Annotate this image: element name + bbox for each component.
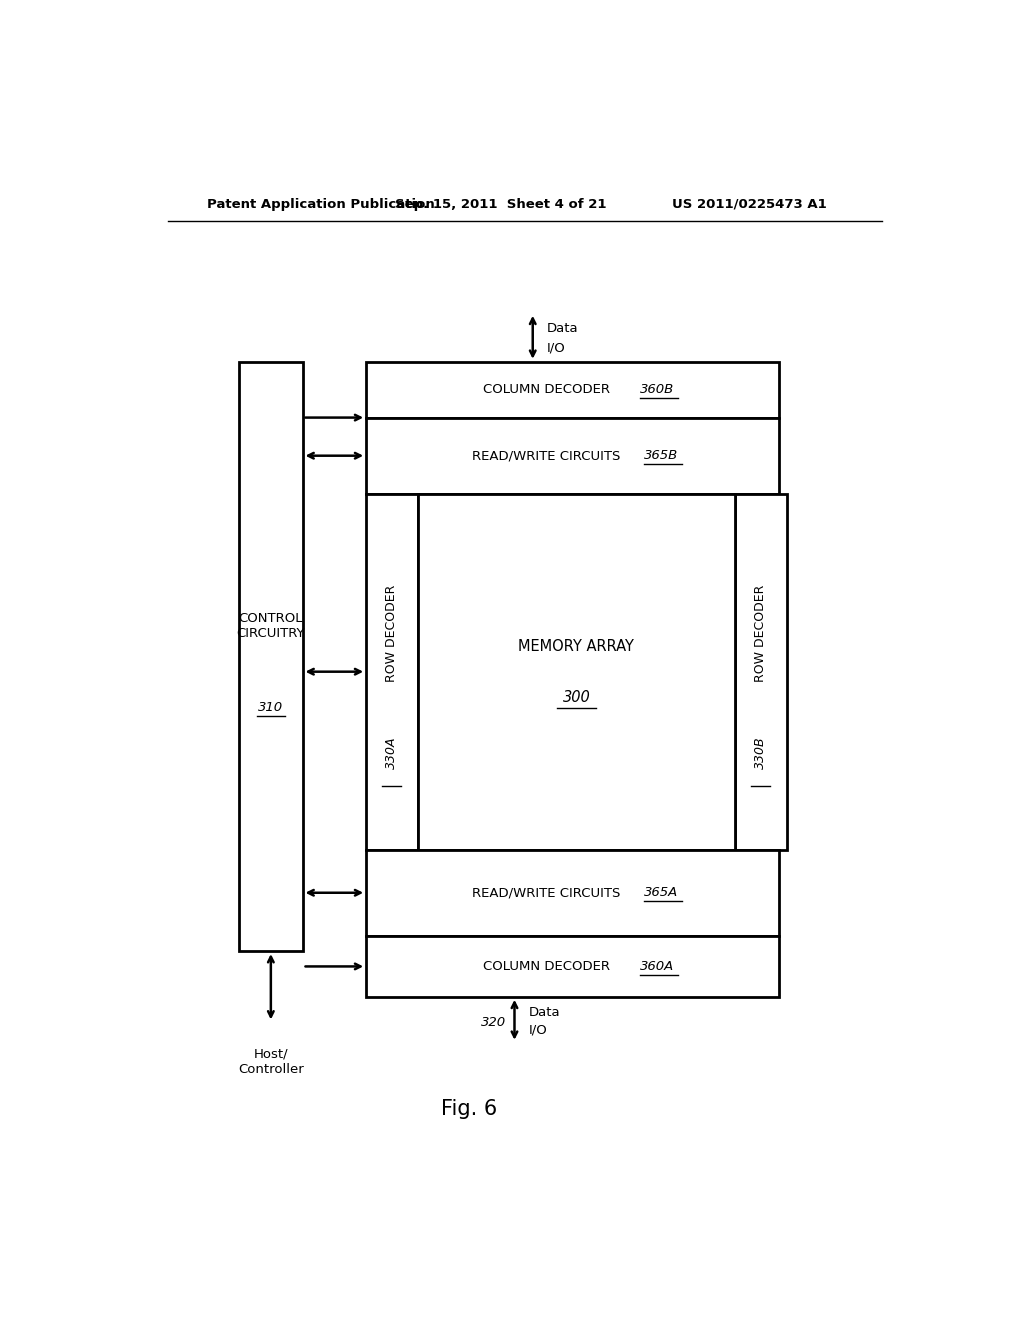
Bar (367, 417, 778, 494)
Text: COLUMN DECODER: COLUMN DECODER (483, 383, 614, 396)
Text: Sep. 15, 2011  Sheet 4 of 21: Sep. 15, 2011 Sheet 4 of 21 (395, 198, 607, 211)
Text: READ/WRITE CIRCUITS: READ/WRITE CIRCUITS (472, 886, 625, 899)
Text: ROW DECODER: ROW DECODER (755, 581, 767, 681)
Bar (735, 494, 786, 850)
Text: 330A: 330A (385, 737, 398, 770)
Text: Patent Application Publication: Patent Application Publication (207, 198, 435, 211)
Text: US 2011/0225473 A1: US 2011/0225473 A1 (672, 198, 826, 211)
Text: ROW DECODER: ROW DECODER (385, 581, 398, 681)
Text: MEMORY ARRAY: MEMORY ARRAY (518, 639, 634, 653)
Text: 330B: 330B (755, 737, 767, 770)
Text: CONTROL
CIRCUITRY: CONTROL CIRCUITRY (237, 612, 305, 640)
Text: 365B: 365B (644, 449, 678, 462)
Text: 310: 310 (258, 701, 284, 714)
Text: Data: Data (528, 1006, 560, 1019)
Text: I/O: I/O (547, 342, 566, 355)
Bar (240, 362, 303, 952)
Text: Host/
Controller: Host/ Controller (238, 1048, 304, 1076)
Text: I/O: I/O (528, 1024, 548, 1038)
Text: READ/WRITE CIRCUITS: READ/WRITE CIRCUITS (472, 449, 625, 462)
Text: Fig. 6: Fig. 6 (441, 1098, 498, 1119)
Text: COLUMN DECODER: COLUMN DECODER (483, 960, 614, 973)
Bar (367, 850, 778, 936)
Text: 365A: 365A (644, 886, 678, 899)
Bar (367, 494, 418, 850)
Bar (367, 362, 778, 417)
Text: 320: 320 (481, 1016, 507, 1028)
Bar (418, 494, 735, 850)
Text: 360A: 360A (640, 960, 674, 973)
Text: 360B: 360B (640, 383, 674, 396)
Bar (367, 936, 778, 997)
Text: 300: 300 (562, 689, 590, 705)
Text: Data: Data (547, 322, 579, 335)
